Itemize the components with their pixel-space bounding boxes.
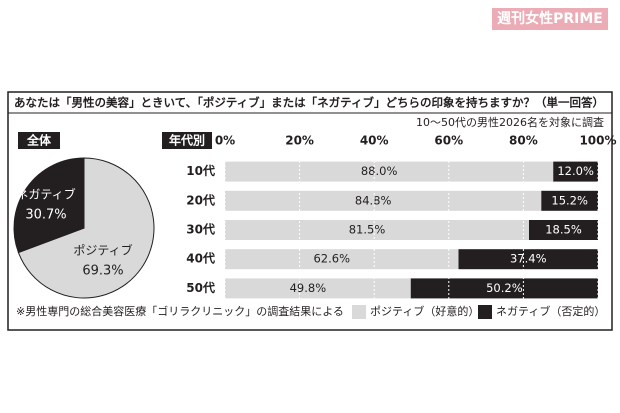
frame — [7, 91, 613, 331]
value-label: 12.0% — [557, 164, 594, 178]
bar — [553, 161, 598, 182]
watermark: 週刊女性PRIME — [497, 10, 603, 27]
bar — [458, 249, 598, 270]
value-label: 62.6% — [313, 252, 350, 266]
bar — [225, 249, 459, 270]
y-tick-label: 40代 — [186, 251, 215, 266]
x-tick-label: 100% — [579, 134, 616, 148]
slice-value: 30.7% — [25, 208, 66, 223]
bar — [225, 220, 529, 240]
pie-title-box — [18, 132, 60, 149]
value-label: 50.2% — [486, 281, 523, 295]
value-label: 18.5% — [545, 223, 582, 237]
bar — [225, 190, 542, 211]
y-tick-label: 50代 — [186, 280, 215, 295]
value-label: 37.4% — [510, 252, 547, 266]
slice-label: ポジティブ — [73, 243, 132, 258]
watermark-bg — [492, 8, 608, 30]
bar — [225, 278, 411, 299]
legend-label: ポジティブ（好意的） — [370, 304, 479, 318]
value-label: 81.5% — [349, 223, 386, 237]
y-tick-label: 20代 — [186, 192, 215, 207]
pie-slice — [13, 157, 85, 254]
slice-label: ネガティブ — [16, 187, 75, 202]
value-label: 84.8% — [355, 193, 392, 207]
legend-swatch — [478, 305, 492, 319]
x-tick-label: 80% — [509, 134, 538, 148]
bar — [528, 220, 598, 240]
x-tick-label: 0% — [215, 134, 235, 148]
value-label: 15.2% — [551, 193, 588, 207]
x-tick-label: 60% — [434, 134, 463, 148]
value-label: 88.0% — [361, 164, 398, 178]
bar-title: 年代別 — [169, 133, 205, 148]
source: ※男性専門の総合美容医療「ゴリラクリニック」の調査結果による — [16, 304, 344, 318]
x-tick-label: 20% — [285, 134, 314, 148]
bar — [410, 278, 598, 299]
subtitle: 10～50代の男性2026名を対象に調査 — [416, 115, 604, 129]
title: あなたは「男性の美容」ときいて、「ポジティブ」または「ネガティブ」どちらの印象を… — [14, 96, 604, 110]
legend-swatch — [352, 305, 366, 319]
x-tick-label: 40% — [360, 134, 389, 148]
bar — [541, 190, 598, 211]
value-label: 49.8% — [290, 281, 327, 295]
pie-title: 全体 — [26, 133, 52, 148]
y-tick-label: 10代 — [186, 163, 215, 178]
bar-title-box — [162, 132, 212, 149]
slice-value: 69.3% — [82, 264, 123, 279]
pie-slice — [17, 157, 155, 299]
legend-label: ネガティブ（否定的） — [496, 304, 605, 318]
bar — [225, 161, 554, 182]
y-tick-label: 30代 — [186, 222, 215, 237]
